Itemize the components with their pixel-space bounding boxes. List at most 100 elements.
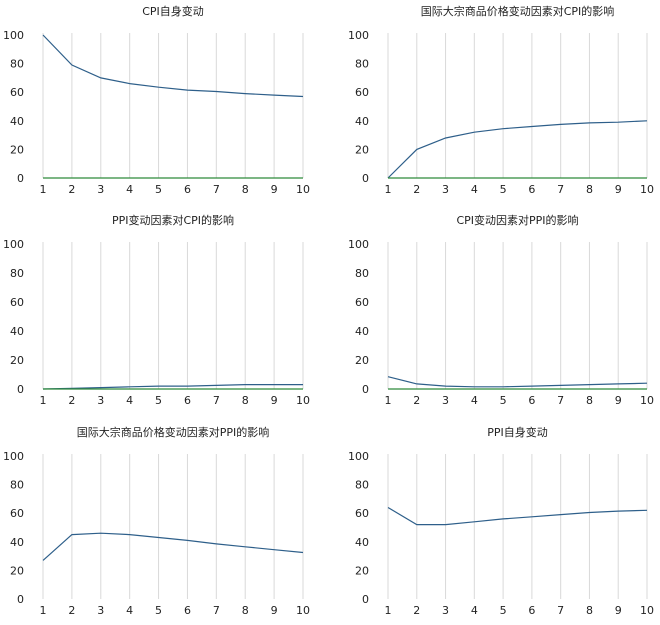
y-tick-label: 60: [10, 296, 24, 309]
x-tick-label: 2: [413, 604, 420, 617]
x-tick-label: 7: [213, 604, 220, 617]
x-tick-label: 6: [184, 394, 191, 407]
x-tick-label: 3: [97, 394, 104, 407]
chart-panel-2: 国际大宗商品价格变动因素对CPI的影响 0 20 40 60 80 100 1 2 3 4 5 6 7 8 9…: [348, 4, 654, 196]
x-tick-label: 6: [528, 183, 535, 196]
y-tick-label: 100: [348, 29, 369, 42]
chart-title: PPI变动因素对CPI的影响: [112, 213, 234, 227]
y-tick-label: 60: [10, 507, 24, 520]
y-tick-label: 40: [355, 536, 369, 549]
y-tick-label: 60: [355, 86, 369, 99]
x-tick-label: 3: [97, 604, 104, 617]
x-tick-label: 7: [557, 394, 564, 407]
x-tick-label: 8: [242, 183, 249, 196]
x-tick-label: 6: [184, 604, 191, 617]
x-tick-label: 2: [68, 394, 75, 407]
x-tick-label: 4: [471, 394, 478, 407]
x-tick-label: 6: [528, 604, 535, 617]
x-tick-label: 9: [271, 604, 278, 617]
y-tick-label: 80: [10, 267, 24, 280]
y-tick-label: 20: [10, 564, 24, 577]
x-tick-label: 5: [500, 604, 507, 617]
chart-title: CPI自身变动: [142, 4, 204, 18]
y-tick-label: 100: [3, 238, 24, 251]
x-tick-label: 9: [615, 394, 622, 407]
chart-title: 国际大宗商品价格变动因素对CPI的影响: [421, 4, 615, 18]
x-tick-label: 10: [640, 604, 654, 617]
y-tick-label: 20: [10, 354, 24, 367]
y-tick-label: 0: [362, 593, 369, 606]
x-tick-label: 9: [271, 394, 278, 407]
x-tick-label: 2: [413, 183, 420, 196]
series-line-1: [42, 34, 304, 98]
y-tick-label: 0: [362, 172, 369, 185]
y-tick-label: 100: [3, 450, 24, 463]
x-tick-label: 3: [442, 604, 449, 617]
x-tick-label: 2: [68, 183, 75, 196]
x-tick-label: 4: [126, 183, 133, 196]
x-tick-label: 2: [413, 394, 420, 407]
x-tick-label: 1: [385, 604, 392, 617]
x-tick-label: 1: [40, 604, 47, 617]
x-tick-label: 6: [528, 394, 535, 407]
chart-panel-3: PPI变动因素对CPI的影响 0 20 40 60 80 100 1 2 3 4 5 6 7 8 9 10: [3, 213, 310, 407]
x-tick-label: 9: [615, 604, 622, 617]
y-tick-label: 80: [355, 58, 369, 71]
y-tick-label: 40: [10, 536, 24, 549]
x-tick-label: 5: [155, 394, 162, 407]
x-tick-label: 9: [615, 183, 622, 196]
y-tick-label: 60: [355, 296, 369, 309]
y-tick-label: 0: [17, 172, 24, 185]
chart-panel-4: CPI变动因素对PPI的影响 0 20 40 60 80 100 1 2 3 4 5 6 7 8 9 10: [348, 213, 654, 407]
x-tick-label: 8: [586, 604, 593, 617]
y-tick-label: 20: [355, 143, 369, 156]
y-tick-label: 20: [355, 564, 369, 577]
x-tick-label: 8: [242, 394, 249, 407]
y-tick-label: 100: [348, 238, 369, 251]
chart-title: PPI自身变动: [487, 425, 548, 439]
y-tick-label: 0: [362, 383, 369, 396]
x-tick-label: 4: [471, 183, 478, 196]
x-tick-label: 8: [586, 183, 593, 196]
y-tick-label: 100: [3, 29, 24, 42]
y-tick-label: 60: [10, 86, 24, 99]
x-tick-label: 7: [557, 183, 564, 196]
series-line-1: [387, 506, 648, 526]
x-tick-label: 5: [500, 183, 507, 196]
chart-title: CPI变动因素对PPI的影响: [456, 213, 578, 227]
y-tick-label: 20: [355, 354, 369, 367]
y-tick-label: 40: [355, 115, 369, 128]
y-tick-label: 40: [10, 325, 24, 338]
y-tick-label: 60: [355, 507, 369, 520]
x-tick-label: 10: [640, 183, 654, 196]
y-tick-label: 80: [355, 267, 369, 280]
series-line-1: [42, 532, 304, 561]
x-tick-label: 3: [97, 183, 104, 196]
x-tick-label: 4: [126, 394, 133, 407]
x-tick-label: 10: [296, 394, 310, 407]
y-tick-label: 100: [348, 450, 369, 463]
x-tick-label: 5: [155, 183, 162, 196]
y-tick-label: 40: [10, 115, 24, 128]
y-tick-label: 80: [355, 479, 369, 492]
x-tick-label: 1: [385, 183, 392, 196]
x-tick-label: 10: [296, 183, 310, 196]
x-tick-label: 7: [557, 604, 564, 617]
series-line-1: [387, 120, 648, 179]
x-tick-label: 1: [385, 394, 392, 407]
x-tick-label: 7: [213, 183, 220, 196]
x-tick-label: 1: [40, 394, 47, 407]
x-tick-label: 5: [500, 394, 507, 407]
chart-title: 国际大宗商品价格变动因素对PPI的影响: [77, 425, 270, 439]
x-tick-label: 10: [640, 394, 654, 407]
y-tick-label: 0: [17, 383, 24, 396]
x-tick-label: 10: [296, 604, 310, 617]
chart-panel-6: PPI自身变动 0 20 40 60 80 100 1 2 3 4 5 6 7 8 9 10: [348, 425, 654, 617]
x-tick-label: 3: [442, 183, 449, 196]
x-tick-label: 3: [442, 394, 449, 407]
y-tick-label: 80: [10, 58, 24, 71]
series-line-1: [42, 384, 303, 390]
chart-panel-1: CPI自身变动 0 20 40 60 80 100 1 2 3 4 5 6 7 8 9 10: [3, 4, 310, 196]
x-tick-label: 5: [155, 604, 162, 617]
